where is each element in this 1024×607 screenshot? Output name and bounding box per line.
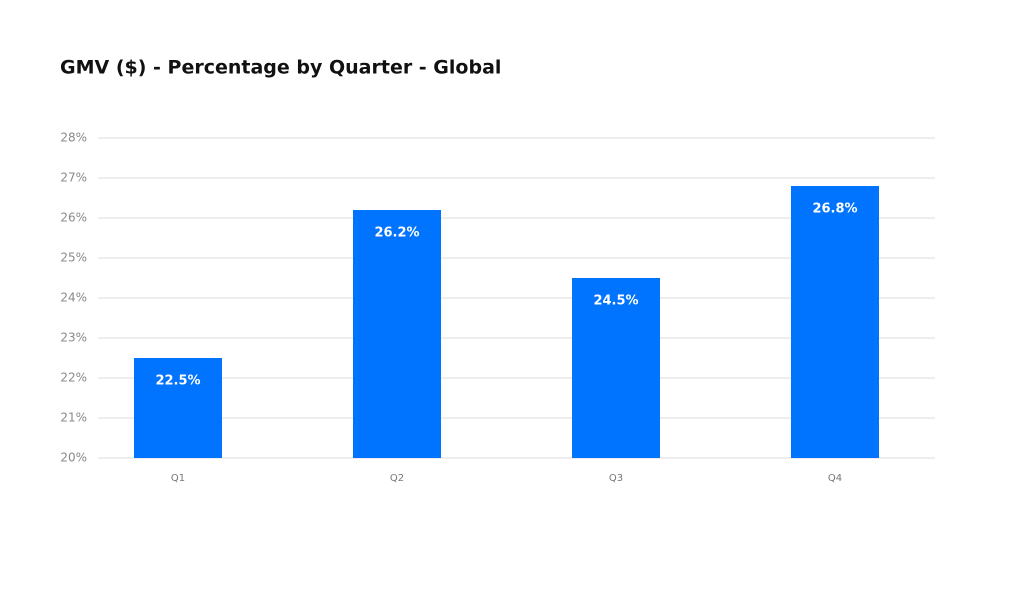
bar [134,358,222,458]
y-tick-label: 28% [60,131,87,145]
value-label: 22.5% [155,374,200,389]
value-label: 24.5% [593,294,638,309]
y-tick-label: 26% [60,211,87,225]
y-tick-label: 25% [60,251,87,265]
chart-title: GMV ($) - Percentage by Quarter - Global [60,57,501,79]
x-tick-label: Q4 [828,473,842,484]
x-tick-label: Q3 [609,473,623,484]
y-tick-label: 21% [60,411,87,425]
y-tick-label: 20% [60,451,87,465]
y-tick-label: 22% [60,371,87,385]
value-label: 26.8% [812,202,857,217]
y-tick-label: 27% [60,171,87,185]
bar [572,278,660,458]
bar [791,186,879,458]
x-tick-label: Q2 [390,473,404,484]
y-tick-label: 23% [60,331,87,345]
bar [353,210,441,458]
y-tick-label: 24% [60,291,87,305]
value-label: 26.2% [374,226,419,241]
x-tick-label: Q1 [171,473,185,484]
